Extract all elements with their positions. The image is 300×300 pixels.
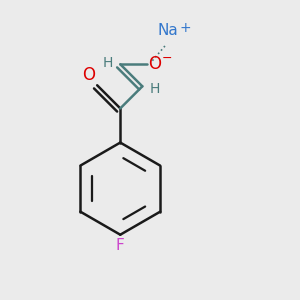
Text: H: H [150,82,160,96]
Text: F: F [116,238,125,253]
Text: Na: Na [158,22,178,38]
Text: H: H [103,56,113,70]
Text: O: O [82,66,95,84]
Text: −: − [161,52,172,65]
Text: O: O [148,55,161,73]
Text: +: + [179,21,191,35]
